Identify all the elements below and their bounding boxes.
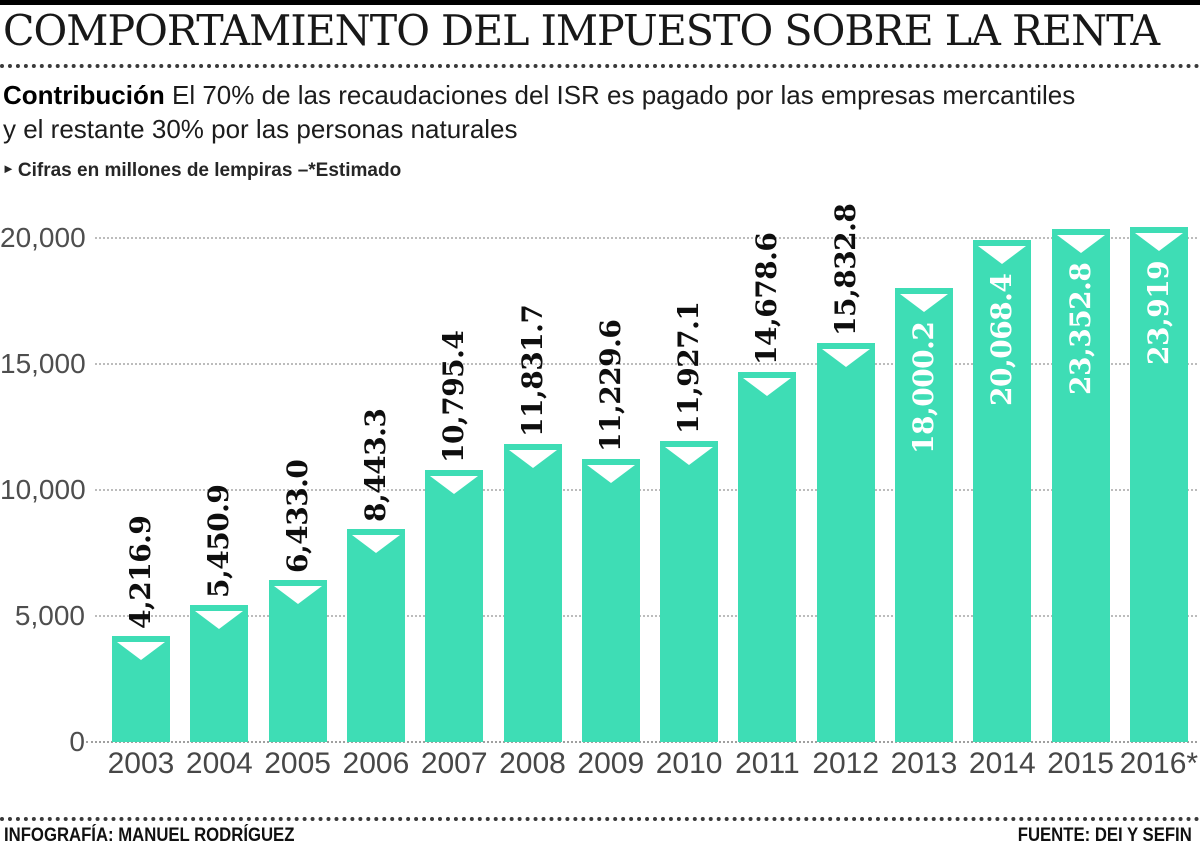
xtick-label-2010: 2010 xyxy=(655,747,723,780)
down-triangle-icon xyxy=(273,585,322,604)
down-triangle-icon xyxy=(821,349,870,367)
xtick-label-2011: 2011 xyxy=(735,747,800,780)
value-label-2014: 20,068.4 xyxy=(985,273,1019,406)
subtitle: Contribución El 70% de las recaudaciones… xyxy=(3,78,1183,146)
down-triangle-icon xyxy=(978,245,1027,264)
page-title: COMPORTAMIENTO DEL IMPUESTO SOBRE LA REN… xyxy=(3,6,1160,55)
down-triangle-icon xyxy=(743,378,792,397)
down-triangle-icon xyxy=(195,610,244,629)
bar-2011 xyxy=(738,372,797,742)
x-axis-baseline xyxy=(86,741,1197,743)
value-label-2004: 5,450.9 xyxy=(202,484,236,598)
value-label-2007: 10,795.4 xyxy=(437,330,471,463)
ytick-label-5,000: 5,000 xyxy=(14,600,85,631)
gridline-5,000 xyxy=(95,615,1197,617)
gridline-20,000 xyxy=(95,237,1197,239)
bar-2012 xyxy=(816,343,875,742)
bar-2009 xyxy=(581,459,640,742)
xtick-label-2013: 2013 xyxy=(890,747,958,780)
bar-2013 xyxy=(895,288,953,742)
top-rule xyxy=(0,0,1200,5)
gridline-15,000 xyxy=(95,363,1197,365)
down-triangle-icon xyxy=(586,465,635,483)
value-label-2015: 23,352.8 xyxy=(1063,262,1097,395)
down-triangle-icon xyxy=(351,535,400,554)
bar-2010 xyxy=(660,441,719,742)
value-label-2009: 11,229.6 xyxy=(593,319,627,452)
xtick-label-2012: 2012 xyxy=(812,747,880,780)
value-label-2010: 11,927.1 xyxy=(672,302,706,435)
xtick-label-2005: 2005 xyxy=(264,747,331,780)
source-credit: FUENTE: DEI Y SEFIN xyxy=(1017,825,1192,846)
bar-2004 xyxy=(190,604,249,742)
subtitle-lead: Contribución xyxy=(3,80,165,110)
bar-2008 xyxy=(503,443,562,742)
gridline-10,000 xyxy=(95,489,1197,491)
footer: INFOGRAFÍA: MANUEL RODRÍGUEZ FUENTE: DEI… xyxy=(4,825,1192,847)
xtick-label-2016*: 2016* xyxy=(1119,747,1199,780)
down-triangle-icon xyxy=(1056,234,1105,253)
ytick-label-15,000: 15,000 xyxy=(0,348,86,379)
down-triangle-icon xyxy=(117,641,165,660)
subtitle-text-line2: y el restante 30% por las personas natur… xyxy=(3,114,518,144)
value-label-2003: 4,216.9 xyxy=(124,515,157,629)
xtick-label-2004: 2004 xyxy=(185,747,253,780)
footer-separator xyxy=(0,817,1200,821)
xtick-label-2007: 2007 xyxy=(420,747,488,780)
xtick-label-2015: 2015 xyxy=(1047,747,1114,780)
ytick-label-20,000: 20,000 xyxy=(0,222,86,253)
bar-2016* xyxy=(1129,226,1188,742)
title-separator xyxy=(0,64,1200,68)
xtick-label-2009: 2009 xyxy=(577,747,645,780)
down-triangle-icon xyxy=(1134,232,1183,251)
bar-2006 xyxy=(346,529,405,742)
down-triangle-icon xyxy=(430,475,479,494)
down-triangle-icon xyxy=(665,447,714,466)
ytick-label-10,000: 10,000 xyxy=(0,474,86,505)
xtick-label-2014: 2014 xyxy=(968,747,1036,780)
xtick-label-2008: 2008 xyxy=(499,747,566,780)
bar-2003 xyxy=(112,635,170,742)
bar-2014 xyxy=(973,239,1032,742)
down-triangle-icon xyxy=(900,294,948,313)
subtitle-text-line1: El 70% de las recaudaciones del ISR es p… xyxy=(172,80,1076,110)
bar-2015 xyxy=(1051,228,1110,742)
xtick-label-2003: 2003 xyxy=(107,747,175,780)
down-triangle-icon xyxy=(508,449,557,468)
xtick-label-2006: 2006 xyxy=(342,747,410,780)
value-label-2006: 8,443.3 xyxy=(358,408,392,523)
bullet-triangle-icon: ► xyxy=(2,161,15,176)
value-label-2013: 18,000.2 xyxy=(907,322,940,455)
infographic-credit: INFOGRAFÍA: MANUEL RODRÍGUEZ xyxy=(4,825,295,846)
bar-2007 xyxy=(425,469,484,742)
units-note: ► Cifras en millones de lempiras –*Estima… xyxy=(2,160,401,182)
value-label-2016*: 23,919 xyxy=(1141,260,1175,365)
value-label-2011: 14,678.6 xyxy=(750,232,784,366)
bar-2005 xyxy=(268,579,327,742)
value-label-2012: 15,832.8 xyxy=(828,203,862,336)
ytick-label-0: 0 xyxy=(69,726,85,757)
units-note-text: Cifras en millones de lempiras –*Estimad… xyxy=(17,160,402,181)
value-label-2005: 6,433.0 xyxy=(280,459,314,573)
value-label-2008: 11,831.7 xyxy=(515,304,549,437)
